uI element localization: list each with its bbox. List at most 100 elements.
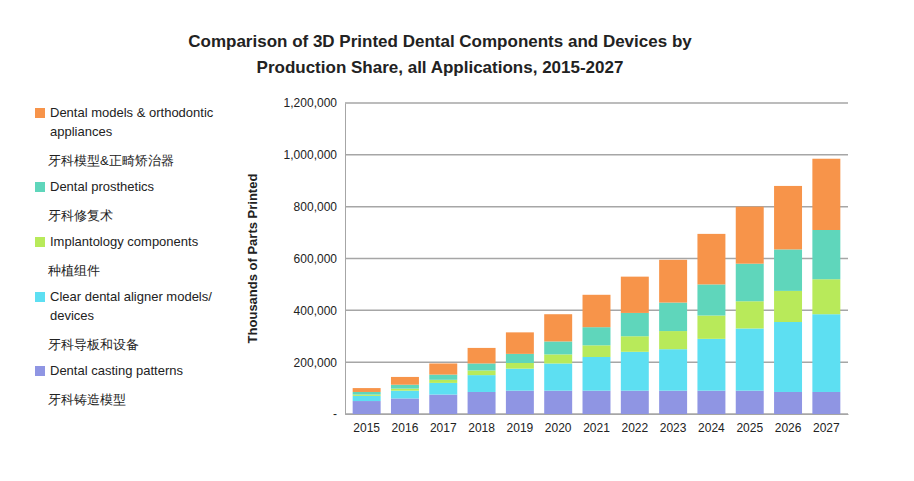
axis-line [345, 104, 346, 415]
bar-segment [468, 348, 496, 364]
legend-item: Clear dental aligner models/devices 牙科导板和… [35, 289, 212, 352]
tick: 2016 [392, 414, 419, 435]
bar-segment [468, 363, 496, 370]
bar-segment [583, 295, 611, 327]
grid [345, 103, 848, 414]
bar-segment [583, 357, 611, 391]
tick-label: 2016 [392, 421, 419, 435]
bar-segment [774, 186, 802, 249]
bar-segment [736, 301, 764, 328]
bar-segment [621, 277, 649, 313]
tick: 2026 [775, 414, 802, 435]
legend-item: Dental models & orthodonticappliances 牙科模… [35, 105, 214, 168]
legend-swatch [35, 182, 45, 192]
bar-segment [468, 392, 496, 414]
tick: 2019 [507, 414, 534, 435]
tick: 2017 [430, 414, 457, 435]
tick-label: 2025 [736, 421, 763, 435]
tick-label: 2023 [660, 421, 687, 435]
tick-label: 2019 [507, 421, 534, 435]
bar-segment [353, 401, 381, 414]
text-line: Production Share, all Applications, 2015… [257, 58, 624, 77]
bar-segment [659, 391, 687, 414]
tick-label: 2018 [468, 421, 495, 435]
tick: 400,000 [294, 304, 345, 318]
legend-translation: 牙科模型&正畸矫治器 [48, 153, 174, 168]
bar-segment [621, 352, 649, 391]
series [353, 230, 841, 395]
grid-line [345, 102, 848, 104]
grid-line [345, 206, 848, 208]
legend-label: Dental models & orthodonticappliances [50, 105, 214, 139]
tick: 2015 [353, 414, 380, 435]
tick: 2025 [736, 414, 763, 435]
tick: 2020 [545, 414, 572, 435]
bar-segment [506, 369, 534, 391]
text-line: Comparison of 3D Printed Dental Componen… [188, 32, 692, 51]
bar-segment [391, 377, 419, 385]
legend-swatch [35, 292, 45, 302]
tick-label: 400,000 [294, 304, 338, 318]
legend-swatch [35, 237, 45, 247]
bar-segment [697, 391, 725, 414]
legend-translation: 牙科修复术 [48, 208, 113, 223]
bar-segment [544, 341, 572, 354]
tick: - [333, 407, 345, 421]
x-axis: 2015 2016 2017 2018 2019 2020 2021 2022 2023 2024… [346, 414, 849, 435]
tick: 2018 [468, 414, 495, 435]
y-axis-title: Thousands of Parts Printed [245, 174, 260, 344]
bar-segment [506, 332, 534, 354]
tick-label: 2021 [583, 421, 610, 435]
bar-segment [583, 327, 611, 345]
tick: 2023 [660, 414, 687, 435]
bar-segment [353, 396, 381, 401]
bars [353, 159, 841, 414]
legend-item: Implantology components种植组件 [35, 234, 199, 278]
chart-title: Comparison of 3D Printed Dental Componen… [188, 32, 692, 77]
legend-swatch [35, 108, 45, 118]
bar-segment [544, 363, 572, 390]
chart: Comparison of 3D Printed Dental Componen… [0, 0, 914, 481]
text-line: Dental casting patterns [50, 363, 183, 378]
series [353, 279, 841, 396]
tick: 1,200,000 [284, 96, 345, 110]
legend-swatch [35, 366, 45, 376]
bar-segment [506, 363, 534, 369]
tick-label: 200,000 [294, 356, 338, 370]
tick-label: 2022 [621, 421, 648, 435]
legend-item: Dental casting patterns 牙科铸造模型 [35, 363, 183, 407]
bar-segment [468, 370, 496, 375]
bar-segment [736, 264, 764, 302]
legend-label: Clear dental aligner models/devices [50, 289, 212, 323]
legend-item: Dental prosthetics牙科修复术 [35, 179, 155, 223]
bar-segment [391, 389, 419, 391]
tick-label: - [333, 407, 337, 421]
bar-segment [506, 391, 534, 414]
grid-line [345, 154, 848, 156]
tick-label: 2020 [545, 421, 572, 435]
bar-segment [697, 284, 725, 315]
bar-segment [353, 395, 381, 396]
tick-label: 2024 [698, 421, 725, 435]
bar-segment [429, 395, 457, 414]
grid-line [345, 258, 848, 260]
tick-label: 800,000 [294, 200, 338, 214]
bar-segment [353, 392, 381, 395]
legend-translation: 牙科铸造模型 [48, 392, 126, 407]
bar-segment [544, 391, 572, 414]
bar-segment [774, 249, 802, 290]
tick: 2027 [813, 414, 840, 435]
bar-segment [736, 328, 764, 390]
bar-segment [429, 375, 457, 380]
bar-segment [391, 398, 419, 414]
bar-segment [659, 260, 687, 303]
tick: 2024 [698, 414, 725, 435]
bar-segment [506, 354, 534, 363]
bar-segment [736, 391, 764, 414]
series [353, 159, 841, 392]
bar-segment [812, 392, 840, 414]
bar-segment [429, 383, 457, 395]
legend-translation: 种植组件 [48, 263, 100, 278]
legend-translation: 牙科导板和设备 [48, 337, 139, 352]
bar-segment [812, 230, 840, 279]
